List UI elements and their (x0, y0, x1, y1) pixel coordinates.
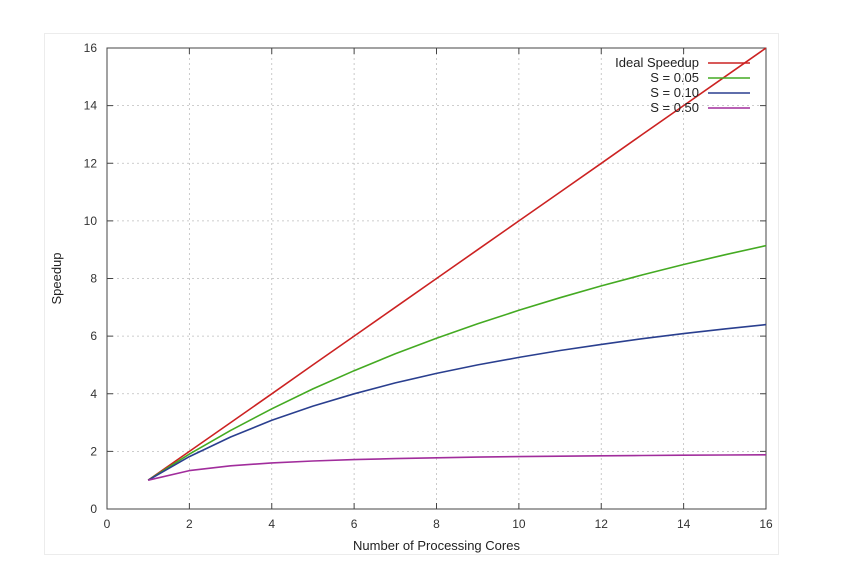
x-tick-label: 16 (759, 517, 773, 531)
x-tick-label: 12 (595, 517, 609, 531)
y-tick-label: 0 (90, 502, 97, 516)
series-line-2 (147, 323, 767, 481)
series-line-1 (147, 244, 767, 481)
y-tick-label: 16 (84, 41, 98, 55)
x-tick-label: 6 (351, 517, 358, 531)
y-tick-label: 8 (90, 272, 97, 286)
speedup-chart: 0 2 4 6 8 10 12 14 16 0 2 4 6 8 10 12 14 16 Number of Pro… (49, 41, 773, 553)
legend-label: Ideal Speedup (615, 55, 699, 70)
y-axis-title: Speedup (49, 252, 64, 304)
x-tick-label: 8 (433, 517, 440, 531)
x-tick-label: 2 (186, 517, 193, 531)
legend-label: S = 0.10 (650, 85, 699, 100)
series-layer (147, 47, 767, 481)
legend-label: S = 0.05 (650, 70, 699, 85)
y-tick-label: 12 (84, 156, 98, 170)
x-tick-label: 10 (512, 517, 526, 531)
x-tick-label: 4 (268, 517, 275, 531)
y-tick-label: 4 (90, 387, 97, 401)
legend-label: S = 0.50 (650, 100, 699, 115)
tick-layer: 0 2 4 6 8 10 12 14 16 0 2 4 6 8 10 12 14 16 (84, 41, 773, 531)
series-line-3 (148, 453, 767, 481)
x-axis-title: Number of Processing Cores (353, 538, 520, 553)
series-line-0 (147, 47, 767, 481)
y-tick-label: 2 (90, 444, 97, 458)
y-tick-label: 6 (90, 329, 97, 343)
y-tick-label: 14 (84, 99, 98, 113)
chart-frame: 0 2 4 6 8 10 12 14 16 0 2 4 6 8 10 12 14 16 Number of Pro… (44, 33, 779, 555)
x-tick-label: 0 (104, 517, 111, 531)
x-tick-label: 14 (677, 517, 691, 531)
y-tick-label: 10 (84, 214, 98, 228)
